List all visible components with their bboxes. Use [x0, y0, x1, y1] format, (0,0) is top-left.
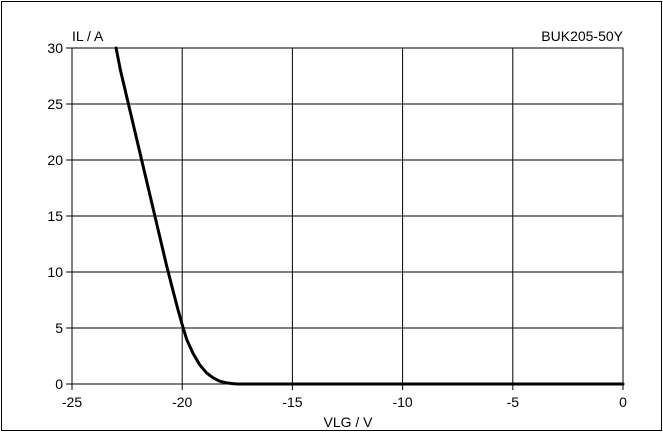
y-axis-label: IL / A: [72, 28, 104, 44]
y-tick-label: 30: [47, 40, 63, 56]
y-tick-label: 20: [47, 152, 63, 168]
y-tick-label: 15: [47, 208, 63, 224]
chart-title: BUK205-50Y: [541, 28, 623, 44]
x-axis-label: VLG / V: [323, 414, 373, 430]
x-tick-label: -20: [172, 394, 192, 410]
y-tick-label: 5: [55, 320, 63, 336]
y-tick-label: 10: [47, 264, 63, 280]
series-line: [114, 46, 625, 386]
x-tick-label: -10: [392, 394, 412, 410]
y-tick-label: 0: [55, 376, 63, 392]
y-tick-label: 25: [47, 96, 63, 112]
x-tick-label: -15: [282, 394, 302, 410]
ticks-layer: -25 -20 -15 -10 -5 0 0 5 10 15 20 25 30: [47, 40, 627, 410]
x-tick-label: -5: [507, 394, 520, 410]
x-tick-label: 0: [619, 394, 627, 410]
x-tick-label: -25: [62, 394, 82, 410]
